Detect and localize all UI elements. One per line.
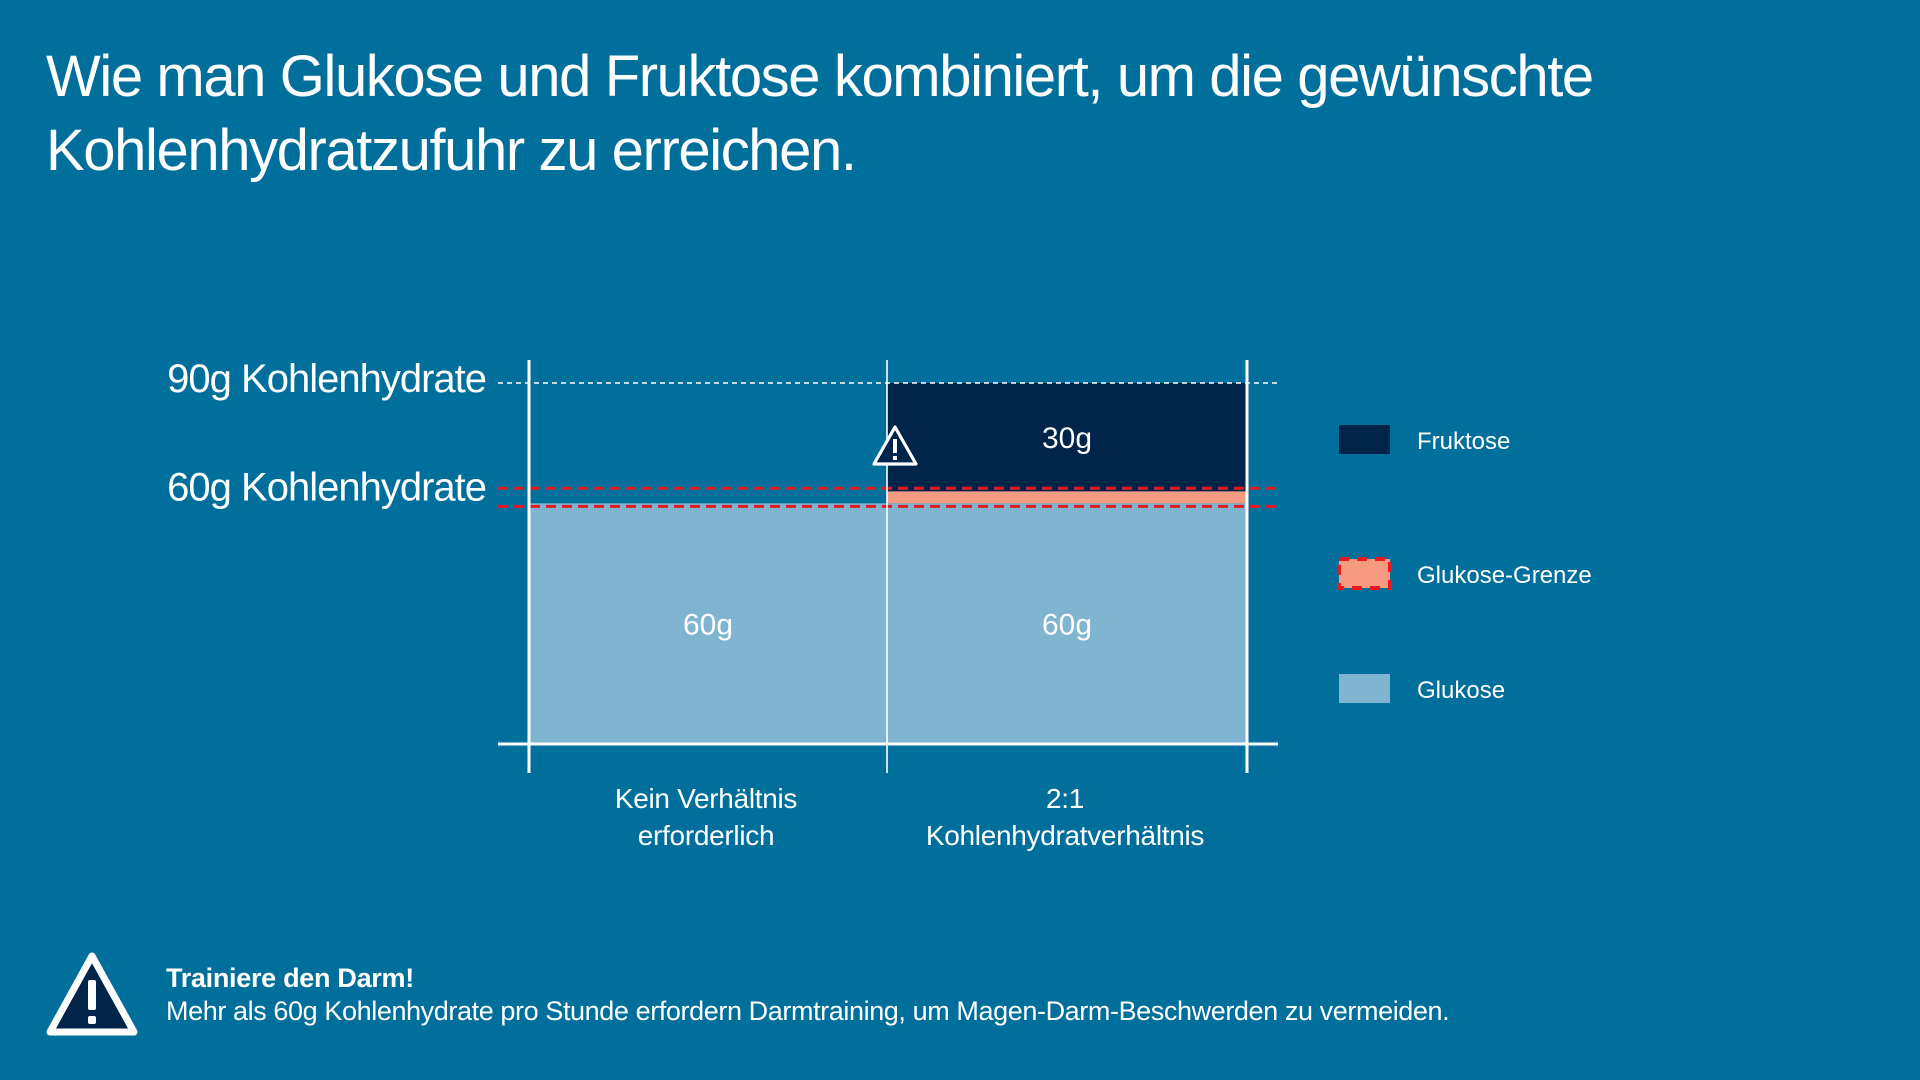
bar-glukose-2 bbox=[887, 503, 1247, 744]
category-label-2-line-2: Kohlenhydratverhältnis bbox=[926, 820, 1204, 851]
title-line-1: Wie man Glukose und Fruktose kombiniert,… bbox=[46, 44, 1594, 109]
category-label-1-line-2: erforderlich bbox=[638, 820, 774, 851]
warning-icon bbox=[46, 952, 138, 1036]
legend-swatch-glukose-grenze bbox=[1339, 559, 1390, 588]
legend-label-glukose-grenze: Glukose-Grenze bbox=[1417, 562, 1592, 589]
legend-swatch-glukose bbox=[1339, 674, 1390, 703]
legend-swatch-border-glukose-grenze bbox=[1337, 557, 1392, 590]
ref-label-60g: 60g Kohlenhydrate bbox=[167, 465, 486, 509]
legend-label-glukose: Glukose bbox=[1417, 677, 1505, 704]
bar-fruktose-2 bbox=[887, 383, 1247, 492]
note-body: Mehr als 60g Kohlenhydrate pro Stunde er… bbox=[166, 996, 1450, 1026]
bar-label-fruktose-2: 30g bbox=[1042, 422, 1092, 455]
ref-label-90g: 90g Kohlenhydrate bbox=[167, 357, 486, 401]
gut-training-note: Trainiere den Darm! Mehr als 60g Kohlenh… bbox=[44, 950, 1844, 1040]
warning-icon-dot bbox=[893, 456, 897, 460]
warning-icon-bar bbox=[893, 439, 897, 453]
category-label-1-line-1: Kein Verhältnis bbox=[615, 783, 797, 814]
category-label-2-line-1: 2:1 bbox=[1046, 783, 1084, 814]
page-title: Wie man Glukose und Fruktose kombiniert,… bbox=[46, 40, 1846, 188]
title-line-2: Kohlenhydratzufuhr zu erreichen. bbox=[46, 118, 857, 183]
bar-glukose-grenze-2 bbox=[887, 491, 1247, 504]
bar-glukose-1 bbox=[529, 503, 887, 744]
legend-swatch-fruktose bbox=[1339, 425, 1390, 454]
bar-label-glukose-1: 60g bbox=[683, 609, 733, 642]
bar-label-glukose-2: 60g bbox=[1042, 609, 1092, 642]
note-title: Trainiere den Darm! bbox=[166, 963, 414, 993]
legend-label-fruktose: Fruktose bbox=[1417, 428, 1510, 455]
